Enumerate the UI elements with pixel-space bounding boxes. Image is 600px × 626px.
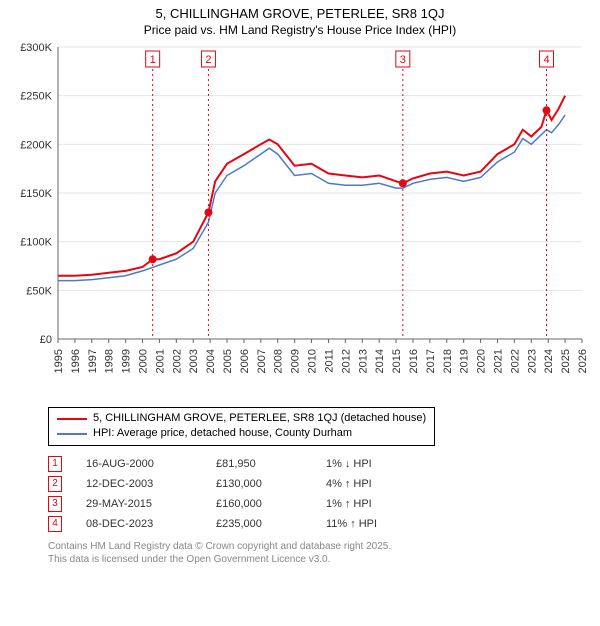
legend-label: 5, CHILLINGHAM GROVE, PETERLEE, SR8 1QJ …	[93, 411, 426, 426]
x-tick-label: 2008	[273, 349, 285, 373]
y-tick-label: £50K	[26, 285, 52, 297]
y-tick-label: £0	[40, 334, 52, 346]
series-hpi	[58, 115, 565, 281]
x-tick-label: 2022	[509, 349, 521, 373]
legend: 5, CHILLINGHAM GROVE, PETERLEE, SR8 1QJ …	[48, 407, 435, 446]
transaction-price: £160,000	[216, 498, 326, 510]
x-tick-label: 2000	[138, 349, 150, 373]
x-tick-label: 1997	[87, 349, 99, 373]
attribution-line-2: This data is licensed under the Open Gov…	[48, 553, 600, 566]
series-property	[58, 96, 565, 276]
chart-area: £0 £50K £100K £150K £200K £250K £300K 1995 1996 1…	[10, 41, 590, 401]
hpi-pct: 1%	[326, 458, 342, 470]
x-tick-label: 2007	[256, 349, 268, 373]
x-tick-label: 2025	[560, 349, 572, 373]
transaction-row: 1 16-AUG-2000£81,9501%↓HPI	[48, 454, 600, 474]
hpi-pct: 11%	[326, 518, 347, 530]
x-tick-label: 2020	[476, 349, 488, 373]
transaction-date: 12-DEC-2003	[86, 478, 216, 490]
attribution-line-1: Contains HM Land Registry data © Crown c…	[48, 540, 600, 553]
y-tick-label: £100K	[20, 237, 52, 249]
marker-number: 4	[543, 54, 549, 66]
x-tick-label: 2004	[205, 349, 217, 373]
transaction-number: 3	[48, 496, 62, 512]
marker-dot	[204, 208, 212, 216]
y-tick-label: £250K	[20, 91, 52, 103]
x-tick-label: 2023	[526, 349, 538, 373]
transaction-price: £130,000	[216, 478, 326, 490]
y-tick-label: £150K	[20, 188, 52, 200]
x-tick-label: 2016	[408, 349, 420, 373]
legend-label: HPI: Average price, detached house, Coun…	[93, 426, 352, 441]
y-tick-label: £300K	[20, 42, 52, 54]
hpi-pct: 4%	[326, 478, 342, 490]
x-tick-label: 2026	[577, 349, 589, 373]
x-tick-label: 2015	[391, 349, 403, 373]
transaction-hpi: 1%↑HPI	[326, 498, 416, 510]
x-tick-label: 2021	[492, 349, 504, 373]
hpi-suffix: HPI	[359, 518, 377, 530]
legend-item: HPI: Average price, detached house, Coun…	[57, 426, 426, 441]
x-tick-label: 1999	[121, 349, 133, 373]
legend-swatch	[57, 433, 87, 435]
transaction-hpi: 4%↑HPI	[326, 478, 416, 490]
transaction-date: 29-MAY-2015	[86, 498, 216, 510]
transaction-date: 08-DEC-2023	[86, 518, 216, 530]
x-tick-label: 2014	[374, 349, 386, 373]
arrow-down-icon: ↓	[345, 458, 351, 470]
transactions-table: 116-AUG-2000£81,9501%↓HPI212-DEC-2003£13…	[48, 454, 600, 534]
x-tick-label: 2006	[239, 349, 251, 373]
attribution: Contains HM Land Registry data © Crown c…	[48, 540, 600, 566]
arrow-up-icon: ↑	[345, 498, 351, 510]
hpi-suffix: HPI	[353, 478, 371, 490]
y-tick-label: £200K	[20, 139, 52, 151]
transaction-number: 1	[48, 456, 62, 472]
transaction-hpi: 11%↑HPI	[326, 518, 416, 530]
x-tick-label: 1995	[53, 349, 65, 373]
arrow-up-icon: ↑	[345, 478, 351, 490]
chart-subtitle: Price paid vs. HM Land Registry's House …	[0, 23, 600, 37]
marker-number: 2	[205, 54, 211, 66]
transaction-number: 2	[48, 476, 62, 492]
marker-dot	[149, 255, 157, 263]
chart-container: 5, CHILLINGHAM GROVE, PETERLEE, SR8 1QJ …	[0, 6, 600, 626]
transaction-row: 3 29-MAY-2015£160,0001%↑HPI	[48, 494, 600, 514]
legend-item: 5, CHILLINGHAM GROVE, PETERLEE, SR8 1QJ …	[57, 411, 426, 426]
transaction-price: £81,950	[216, 458, 326, 470]
x-tick-label: 2017	[425, 349, 437, 373]
arrow-up-icon: ↑	[350, 518, 356, 530]
marker-dot	[399, 179, 407, 187]
marker-number: 3	[400, 54, 406, 66]
x-tick-label: 1998	[104, 349, 116, 373]
x-tick-label: 2011	[323, 349, 335, 373]
x-tick-label: 2009	[290, 349, 302, 373]
transaction-number: 4	[48, 516, 62, 532]
marker-dot	[543, 106, 551, 114]
transaction-row: 2 12-DEC-2003£130,0004%↑HPI	[48, 474, 600, 494]
x-tick-label: 2010	[307, 349, 319, 373]
x-tick-label: 2001	[154, 349, 166, 373]
transaction-date: 16-AUG-2000	[86, 458, 216, 470]
x-tick-label: 2012	[340, 349, 352, 373]
chart-title: 5, CHILLINGHAM GROVE, PETERLEE, SR8 1QJ	[0, 6, 600, 21]
hpi-suffix: HPI	[353, 458, 371, 470]
transaction-price: £235,000	[216, 518, 326, 530]
x-tick-label: 2013	[357, 349, 369, 373]
legend-swatch	[57, 418, 87, 420]
transaction-hpi: 1%↓HPI	[326, 458, 416, 470]
x-tick-label: 1996	[70, 349, 82, 373]
hpi-pct: 1%	[326, 498, 342, 510]
x-tick-label: 2003	[188, 349, 200, 373]
line-chart-svg: £0 £50K £100K £150K £200K £250K £300K 1995 1996 1…	[10, 41, 590, 401]
x-tick-label: 2018	[442, 349, 454, 373]
transaction-row: 4 08-DEC-2023£235,00011%↑HPI	[48, 514, 600, 534]
hpi-suffix: HPI	[353, 498, 371, 510]
x-tick-label: 2024	[543, 349, 555, 373]
x-tick-label: 2002	[171, 349, 183, 373]
marker-number: 1	[150, 54, 156, 66]
x-tick-label: 2005	[222, 349, 234, 373]
x-tick-label: 2019	[459, 349, 471, 373]
